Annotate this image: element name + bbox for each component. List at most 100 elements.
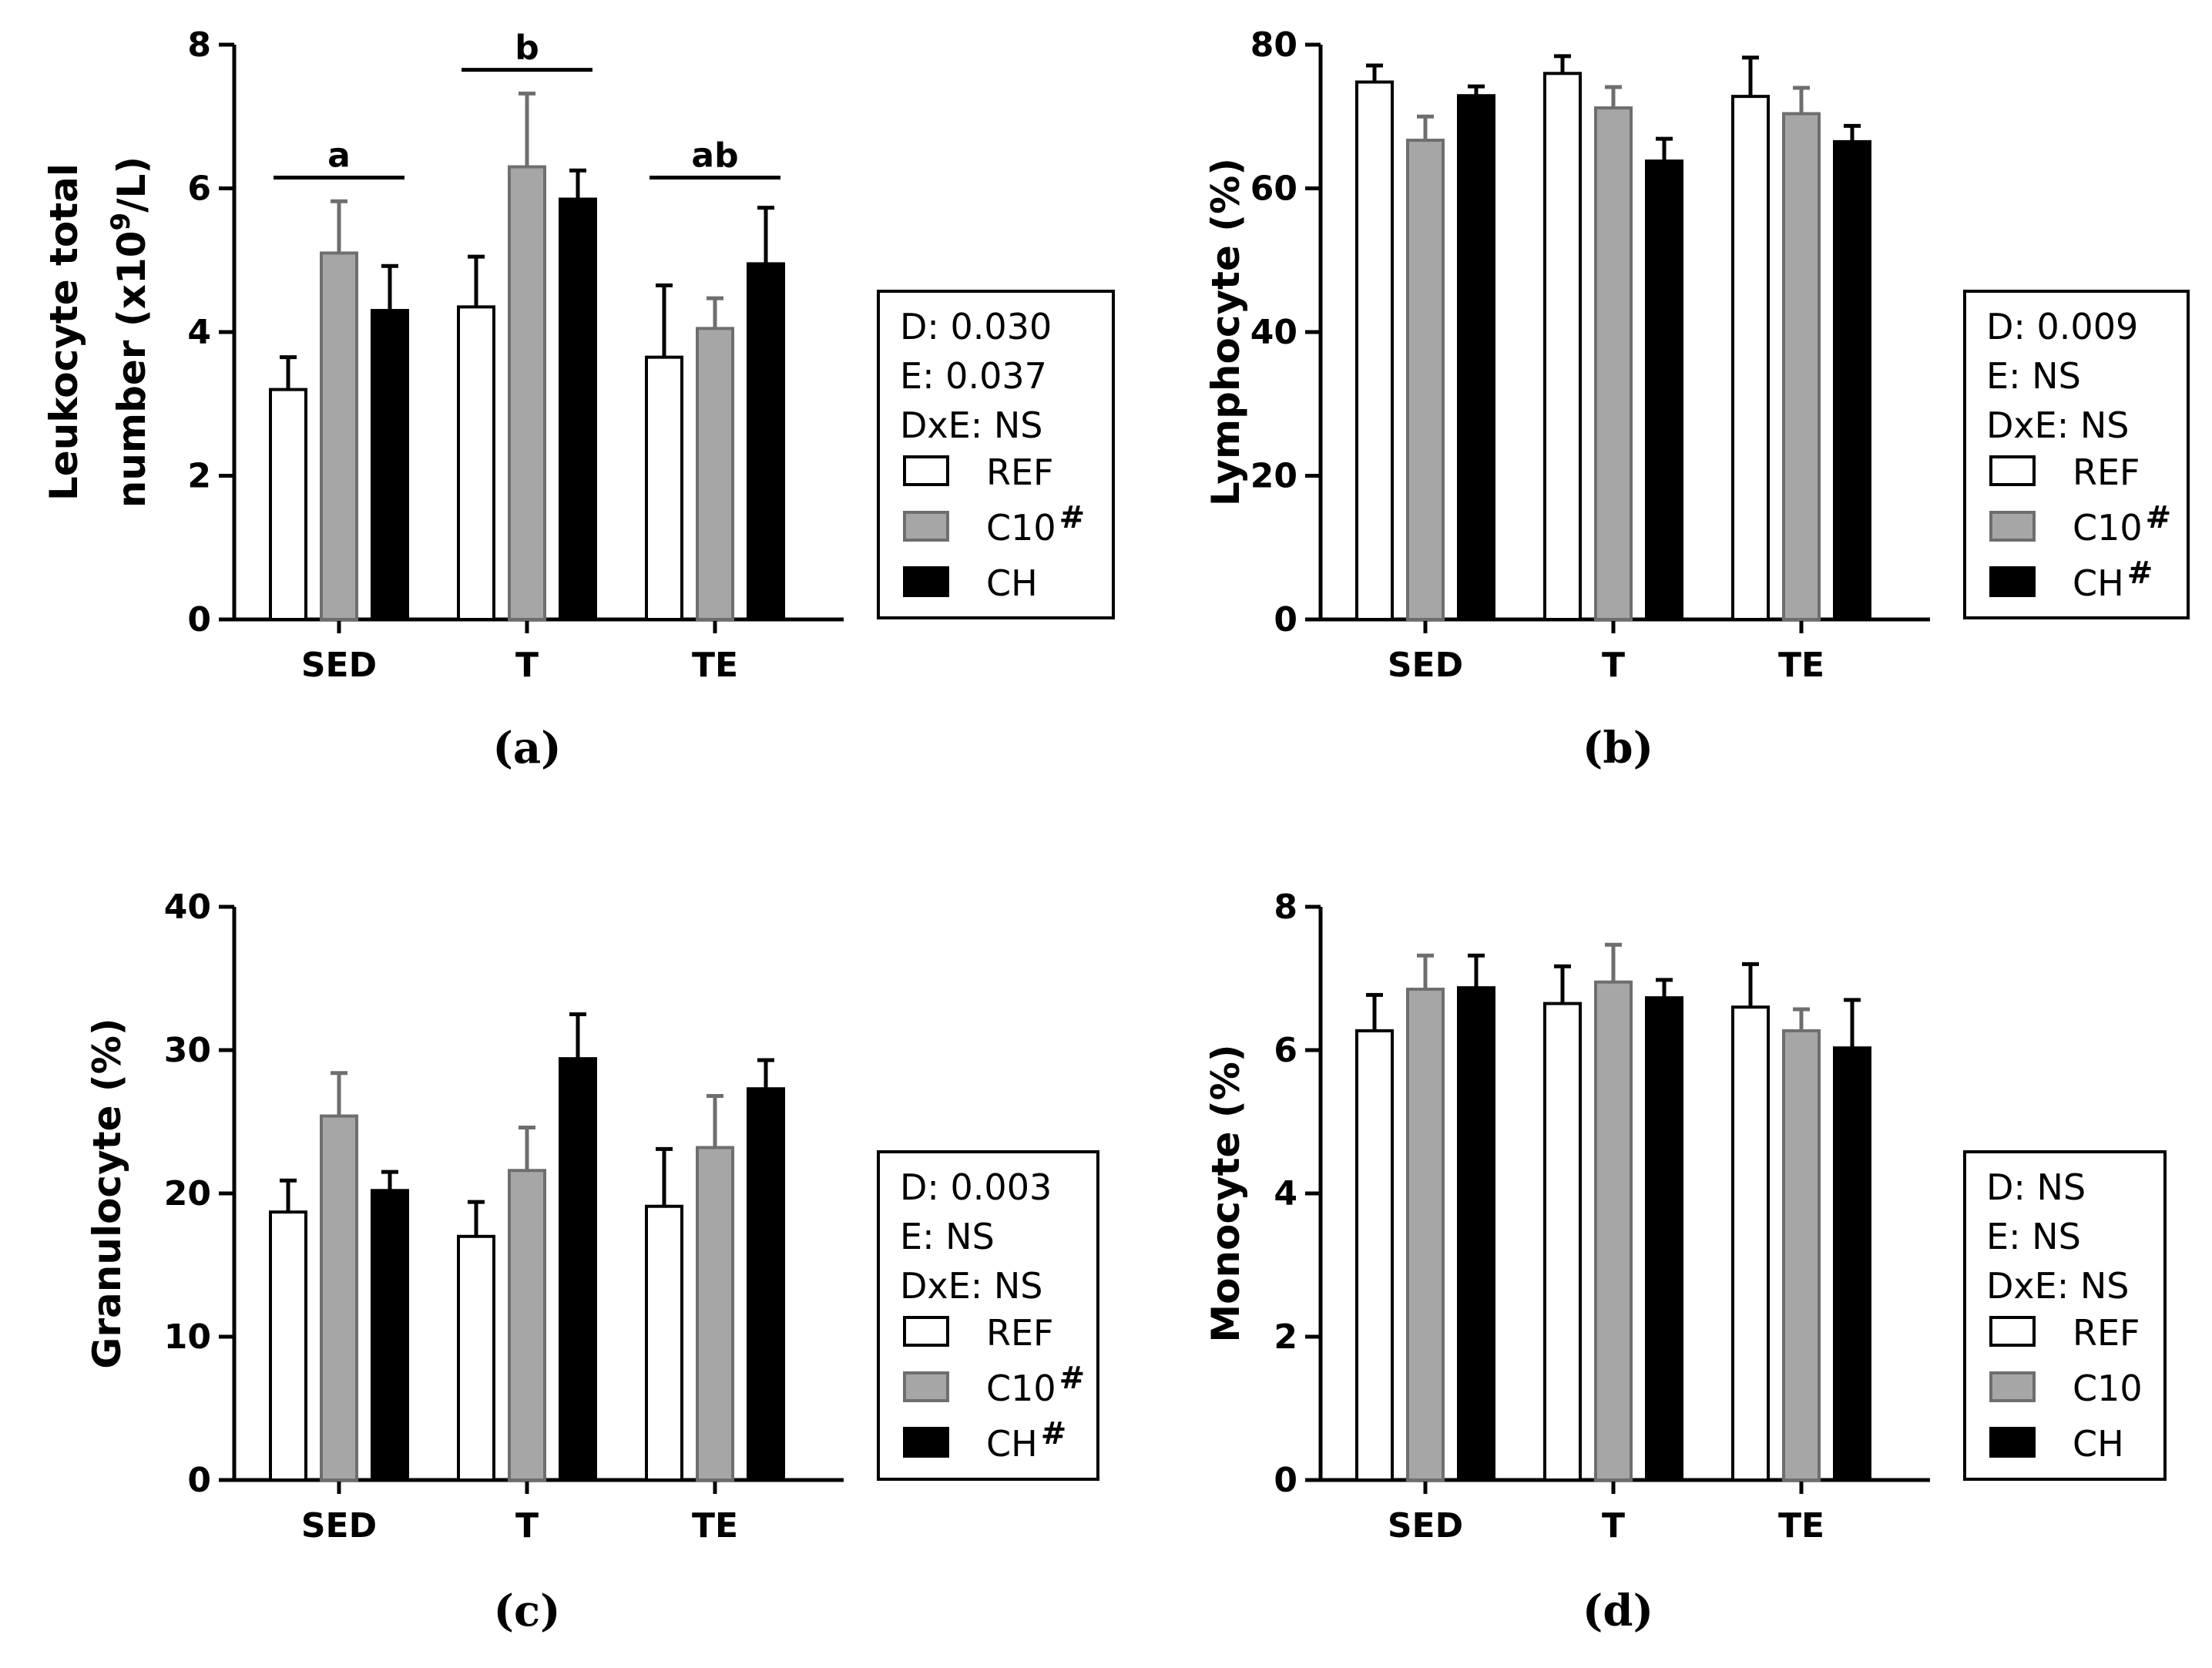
x-tick-label: SED — [1388, 646, 1463, 685]
bar-ref-sed — [1355, 80, 1394, 622]
y-tick-label: 0 — [187, 600, 211, 639]
bar-c10-te — [696, 1146, 734, 1482]
bar-c10-te — [1782, 1029, 1821, 1482]
legend-label-ref: REF — [986, 451, 1054, 493]
legend-stat: DxE: NS — [1986, 1265, 2129, 1307]
x-tick-label: T — [515, 1506, 539, 1546]
significance-label: a — [327, 136, 351, 176]
bar-ch-t — [1645, 159, 1683, 621]
x-tick-label: SED — [301, 646, 377, 685]
legend: D: 0.003 E: NS DxE: NS REF C10 # CH # — [877, 1150, 1099, 1481]
legend-label-ch: CH — [2073, 1423, 2124, 1465]
legend-label-ref: REF — [2073, 1312, 2140, 1354]
legend-label-ref: REF — [986, 1312, 1054, 1354]
bar-ref-te — [1731, 1005, 1770, 1482]
legend-label-ref: REF — [2073, 451, 2140, 493]
y-tick-label: 8 — [1274, 888, 1297, 927]
bar-c10-sed — [320, 1114, 358, 1482]
y-tick-label: 6 — [1274, 1031, 1297, 1070]
x-tick-label: SED — [301, 1506, 377, 1546]
legend-swatch-ch — [1989, 1427, 2036, 1458]
bar-ref-te — [1731, 95, 1770, 621]
bar-c10-sed — [320, 251, 358, 621]
legend-swatch-ch — [1989, 566, 2036, 597]
legend-swatch-c10 — [1989, 511, 2036, 542]
panel-label: (d) — [1583, 1586, 1653, 1636]
significance-mark: # — [1041, 1416, 1067, 1452]
bar-c10-sed — [1406, 139, 1445, 621]
bar-ref-te — [645, 1204, 683, 1482]
y-axis-label-line2: number (x109/L) — [106, 156, 154, 508]
legend-box — [1963, 290, 2190, 619]
legend: D: NS E: NS DxE: NS REF C10 CH — [1963, 1150, 2167, 1481]
bar-ref-te — [645, 355, 683, 621]
bar-c10-te — [1782, 112, 1821, 621]
bar-ref-t — [1543, 1002, 1582, 1482]
legend-stat: E: NS — [1986, 1216, 2081, 1257]
bar-c10-t — [508, 165, 546, 621]
bar-ch-sed — [1457, 94, 1495, 621]
panel-label: (a) — [492, 723, 561, 774]
legend-stat: DxE: NS — [900, 404, 1042, 446]
legend-box — [877, 290, 1115, 619]
legend-label-c10: C10 # — [2073, 500, 2171, 549]
y-tick-label: 30 — [164, 1031, 211, 1070]
legend-swatch-c10 — [1989, 1371, 2036, 1402]
bar-ch-t — [559, 197, 597, 621]
y-tick-label: 0 — [1274, 1461, 1297, 1500]
legend-stat: D: 0.030 — [900, 306, 1052, 347]
bar-ref-sed — [1355, 1029, 1394, 1482]
y-axis-label: Granulocyte (%) — [85, 1018, 129, 1368]
y-tick-label: 0 — [187, 1461, 211, 1500]
y-tick-label: 10 — [164, 1317, 211, 1357]
legend: D: 0.009 E: NS DxE: NS REF C10 # CH # — [1963, 290, 2190, 619]
y-tick-label: 20 — [1250, 457, 1297, 496]
bar-ch-te — [1833, 1046, 1871, 1482]
y-tick-label: 0 — [1274, 600, 1297, 639]
y-axis-label-text: /L) — [109, 156, 154, 213]
bar-ch-te — [747, 262, 785, 621]
legend-label-ch: CH # — [2073, 555, 2153, 604]
panel-label: (b) — [1583, 723, 1653, 774]
x-tick-label: TE — [1778, 646, 1824, 685]
bar-ch-te — [1833, 139, 1871, 621]
y-tick-label: 6 — [187, 169, 211, 209]
x-tick-label: T — [515, 646, 539, 685]
legend-stat: D: 0.003 — [900, 1166, 1052, 1208]
bar-c10-t — [508, 1169, 546, 1482]
chart-panel-d: 0 2 4 6 8 SED T TE Monocyte (%) (d) D: NS E: NS DxE:… — [1203, 888, 2167, 1636]
legend-stat: E: 0.037 — [900, 355, 1047, 397]
y-tick-label: 40 — [1250, 313, 1297, 352]
legend-swatch-c10 — [903, 1371, 949, 1402]
bar-ref-t — [457, 305, 495, 621]
legend-label-c10: C10 — [2073, 1368, 2143, 1409]
significance-label: ab — [691, 136, 738, 176]
bar-ref-t — [1543, 72, 1582, 622]
legend-swatch-c10 — [903, 511, 949, 542]
significance-mark: # — [1059, 1361, 1086, 1396]
bar-ch-sed — [1457, 986, 1495, 1482]
bar-ch-t — [1645, 996, 1683, 1482]
y-tick-label: 4 — [1274, 1174, 1297, 1213]
significance-mark: # — [2146, 500, 2172, 535]
x-tick-label: T — [1602, 1506, 1625, 1546]
legend-swatch-ch — [903, 1427, 949, 1458]
y-tick-label: 4 — [187, 313, 211, 352]
bar-c10-sed — [1406, 987, 1445, 1482]
bar-c10-t — [1594, 980, 1633, 1482]
y-tick-label: 2 — [187, 457, 211, 496]
y-tick-label: 20 — [164, 1174, 211, 1213]
y-tick-label: 8 — [187, 25, 211, 65]
x-tick-label: TE — [1778, 1506, 1824, 1546]
legend-label-ch: CH — [986, 562, 1038, 604]
bar-c10-t — [1594, 106, 1633, 621]
bar-c10-te — [696, 327, 734, 621]
legend-label-c10: C10 # — [986, 500, 1085, 549]
y-axis-label-text: number (x10 — [109, 230, 154, 508]
y-tick-label: 80 — [1250, 25, 1297, 65]
bar-ch-te — [747, 1087, 785, 1482]
legend-stat: DxE: NS — [1986, 404, 2129, 446]
chart-panel-c: 0 10 20 30 40 SED T TE Granulocyte (%) (c) D: 0.00… — [85, 888, 1099, 1636]
significance-label: b — [515, 29, 539, 68]
